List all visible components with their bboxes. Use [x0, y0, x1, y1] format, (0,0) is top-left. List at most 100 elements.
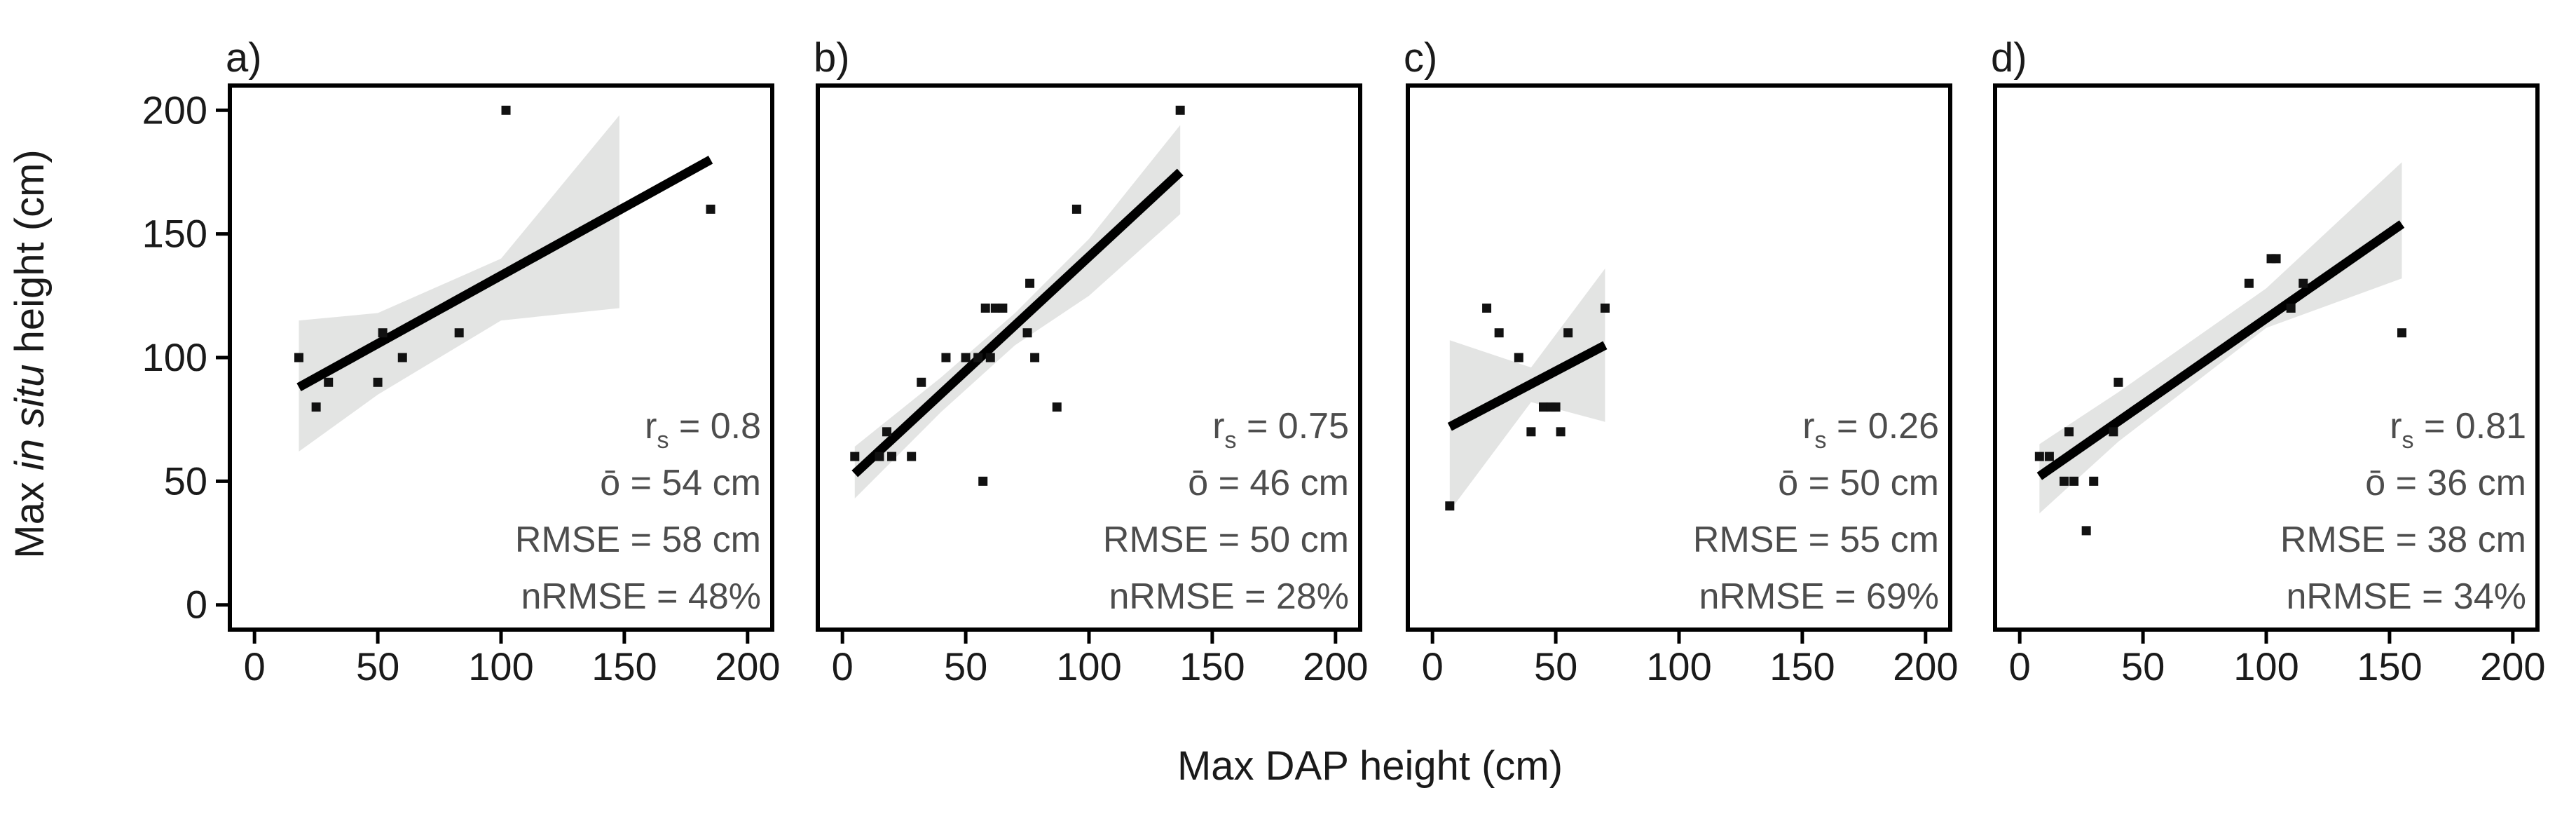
regression-line: [296, 156, 713, 392]
data-point: [2081, 526, 2091, 536]
data-point: [2089, 476, 2099, 486]
data-point: [454, 328, 464, 338]
stat-obar: ō = 46 cm: [1188, 463, 1349, 503]
x-tick-label: 100: [1056, 644, 1121, 688]
stat-rmse: RMSE = 55 cm: [1693, 520, 1939, 560]
data-point: [1551, 402, 1561, 412]
data-point: [294, 353, 304, 362]
stat-obar: ō = 54 cm: [600, 463, 761, 503]
panel-b: 0 50 100 150 200 b) rs = 0.75 ō = 46 cm RMSE = 5…: [814, 35, 1369, 688]
data-point: [1514, 353, 1523, 362]
data-point: [990, 303, 1000, 313]
regression-line: [851, 168, 1184, 477]
data-point: [2044, 452, 2054, 461]
panel-label: a): [226, 35, 262, 81]
panels: 0 50 100 150 200 0 50 100 150 200 a) rs = 0.8 ō = 54…: [142, 35, 2546, 688]
data-point: [1482, 303, 1492, 313]
x-tick-label: 150: [591, 644, 657, 688]
x-tick-label: 150: [1179, 644, 1245, 688]
data-point: [2109, 427, 2118, 437]
x-tick-label: 50: [356, 644, 399, 688]
data-point: [1175, 105, 1185, 115]
data-point: [2298, 278, 2308, 288]
data-point: [882, 427, 892, 437]
stat-nrmse: nRMSE = 28%: [1109, 576, 1350, 617]
regression-line: [1447, 341, 1608, 431]
y-tick-label: 200: [142, 88, 207, 132]
data-point: [1445, 501, 1455, 511]
data-point: [397, 353, 407, 362]
x-tick-label: 50: [2121, 644, 2165, 688]
panel-label: d): [1991, 35, 2027, 81]
data-point: [2034, 452, 2044, 461]
panel-label: b): [814, 35, 850, 81]
x-tick-label: 200: [1893, 644, 1958, 688]
data-point: [2286, 303, 2296, 313]
data-point: [907, 452, 917, 461]
y-tick-label: 0: [186, 583, 207, 627]
data-point: [998, 303, 1008, 313]
data-point: [2060, 476, 2069, 486]
x-tick-label: 100: [2233, 644, 2298, 688]
data-point: [887, 452, 897, 461]
x-tick-label: 0: [1422, 644, 1444, 688]
data-point: [378, 328, 388, 338]
data-point: [850, 452, 860, 461]
data-point: [706, 204, 715, 214]
x-tick-label: 0: [2009, 644, 2031, 688]
stat-nrmse: nRMSE = 69%: [1699, 576, 1940, 617]
stat-rmse: RMSE = 58 cm: [515, 520, 761, 560]
data-point: [1539, 402, 1548, 412]
data-point: [2069, 476, 2079, 486]
stat-nrmse: nRMSE = 48%: [521, 576, 762, 617]
x-tick-label: 50: [944, 644, 987, 688]
data-point: [1025, 278, 1035, 288]
stat-rmse: RMSE = 38 cm: [2280, 520, 2526, 560]
data-point: [985, 353, 995, 362]
data-point: [1600, 303, 1610, 313]
data-point: [1563, 328, 1573, 338]
data-point: [1526, 427, 1536, 437]
data-point: [1030, 353, 1040, 362]
confidence-band: [854, 125, 1181, 499]
data-point: [980, 303, 990, 313]
x-tick-label: 0: [244, 644, 266, 688]
x-tick-label: 150: [2357, 644, 2422, 688]
x-axis-label: Max DAP height (cm): [1177, 743, 1563, 789]
stat-rs: rs = 0.26: [1802, 406, 1939, 454]
data-point: [917, 377, 926, 387]
stat-obar: ō = 36 cm: [2365, 463, 2526, 503]
data-point: [324, 377, 334, 387]
data-point: [373, 377, 383, 387]
data-point: [1494, 328, 1504, 338]
x-tick-label: 0: [832, 644, 854, 688]
stat-rs: rs = 0.8: [645, 406, 761, 454]
y-axis-label: Max in situ height (cm): [7, 149, 53, 558]
data-point: [941, 353, 951, 362]
data-point: [875, 452, 884, 461]
x-tick-label: 200: [715, 644, 780, 688]
panel-label: c): [1404, 35, 1437, 81]
x-tick-label: 200: [1303, 644, 1368, 688]
data-point: [1052, 402, 1062, 412]
stat-nrmse: nRMSE = 34%: [2287, 576, 2527, 617]
data-point: [2244, 278, 2254, 288]
regression-line: [2036, 220, 2405, 480]
panel-c: 0 50 100 150 200 c) rs = 0.26 ō = 50 cm RMSE = 5…: [1404, 35, 1959, 688]
y-tick-label: 50: [164, 459, 207, 503]
confidence-band: [2039, 162, 2402, 514]
stat-obar: ō = 50 cm: [1778, 463, 1939, 503]
data-point: [2113, 377, 2123, 387]
stat-rs: rs = 0.81: [2390, 406, 2526, 454]
y-tick-label: 100: [142, 335, 207, 379]
data-point: [501, 105, 511, 115]
data-point: [978, 476, 988, 486]
x-tick-label: 50: [1534, 644, 1577, 688]
x-tick-label: 100: [1646, 644, 1711, 688]
x-tick-label: 200: [2480, 644, 2545, 688]
stat-rmse: RMSE = 50 cm: [1103, 520, 1349, 560]
data-point: [2064, 427, 2074, 437]
data-point: [973, 353, 983, 362]
data-point: [2397, 328, 2406, 338]
